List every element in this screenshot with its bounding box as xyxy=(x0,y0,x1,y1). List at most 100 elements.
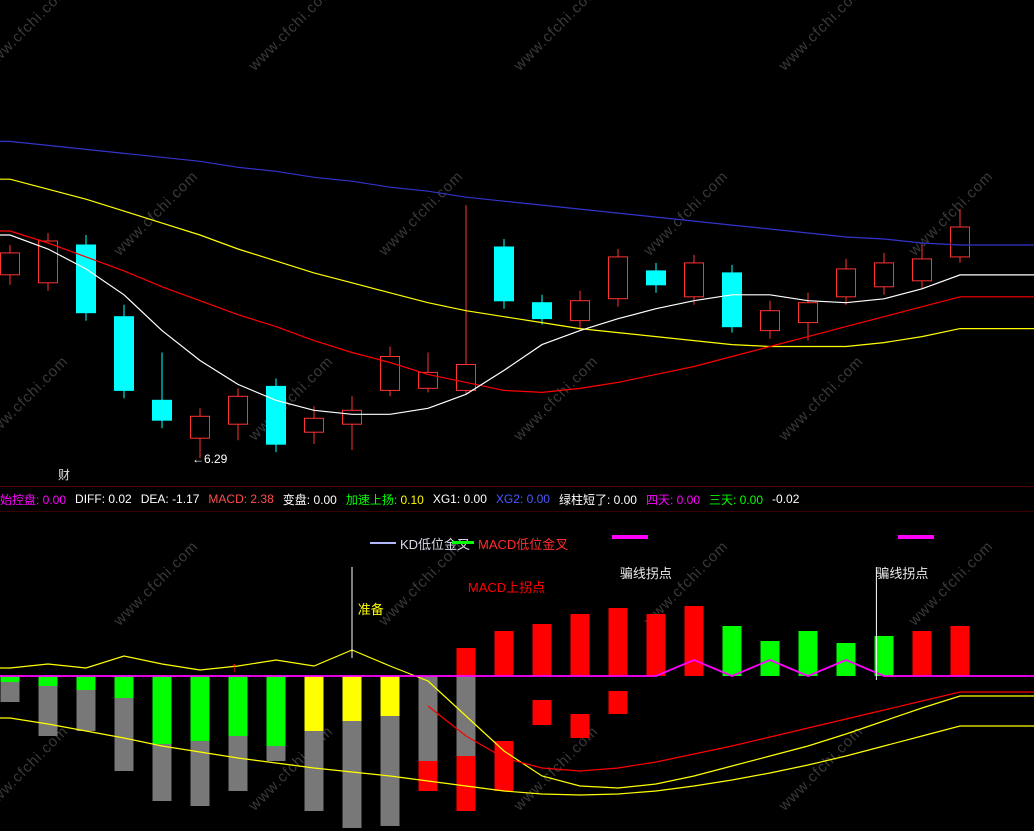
hist-bar-segment xyxy=(342,676,362,721)
status-item: XG1: 0.00 xyxy=(432,492,487,506)
hist-bar-segment xyxy=(608,691,628,714)
sub-chart-label: 准备 xyxy=(358,602,384,617)
candle-body xyxy=(38,240,58,284)
status-item: 始控盘: 0.00 xyxy=(0,492,67,507)
candle-body xyxy=(836,268,856,298)
panel-divider xyxy=(0,511,1034,512)
macd-legend-line xyxy=(452,541,474,544)
sub-line-red xyxy=(427,691,1034,772)
candle-body xyxy=(608,256,628,300)
hist-bar-segment xyxy=(342,721,362,828)
hist-bar-segment xyxy=(0,682,20,702)
candle-body xyxy=(114,316,134,391)
indicator-status-bar: 始控盘: 0.00 DIFF: 0.02 DEA: -1.17 MACD: 2.38 变… xyxy=(0,486,1034,511)
candle-body xyxy=(76,244,96,314)
ma-line-blue xyxy=(0,140,1034,246)
status-item: 四天: 0.00 xyxy=(645,492,700,507)
hist-bar xyxy=(608,608,628,676)
status-item: MACD: 2.38 xyxy=(208,492,274,506)
hist-bar xyxy=(912,631,932,676)
sub-chart-label: MACD上拐点 xyxy=(468,580,545,595)
hist-bar xyxy=(760,641,780,676)
hist-bar xyxy=(684,606,704,676)
sub-indicator-chart[interactable]: ↑ 准备 MACD上拐点 骗线拐点 骗线拐点 xyxy=(0,515,1034,831)
candle-body xyxy=(380,356,400,391)
sub-line-yellow_fast xyxy=(0,649,1034,789)
hist-bar-segment xyxy=(266,746,286,761)
status-item: 变盘: 0.00 xyxy=(282,492,337,507)
status-item: 加速上扬: 0.10 xyxy=(345,492,424,507)
hist-bar-segment xyxy=(38,686,58,736)
candle-body xyxy=(456,364,476,391)
magenta-dash xyxy=(612,535,648,539)
hist-bar-segment xyxy=(190,676,210,741)
status-items-row: 始控盘: 0.00 DIFF: 0.02 DEA: -1.17 MACD: 2.38 变… xyxy=(0,487,1034,511)
hist-bar-segment xyxy=(456,756,476,811)
hist-bar-segment xyxy=(114,698,134,771)
hist-bar-segment xyxy=(380,716,400,826)
sub-chart-legend: KD低位金叉 MACD低位金叉 xyxy=(0,533,1034,553)
hist-bar xyxy=(646,614,666,676)
candle-body xyxy=(760,310,780,332)
main-price-chart[interactable]: ←6.29 xyxy=(0,0,1034,478)
hist-bar-segment xyxy=(152,744,172,801)
hist-bar-segment xyxy=(418,676,438,761)
magenta-dash xyxy=(898,535,934,539)
hist-bar-segment xyxy=(76,690,96,731)
hist-bar-segment xyxy=(532,700,552,725)
status-item: 绿柱短了: 0.00 xyxy=(558,492,637,507)
candle-body xyxy=(950,226,970,258)
hist-bar-segment xyxy=(570,714,590,738)
kd-legend-label: KD低位金叉 xyxy=(400,537,471,552)
sub-chart-label: 骗线拐点 xyxy=(876,566,928,581)
hist-bar-segment xyxy=(418,761,438,791)
status-item: XG2: 0.00 xyxy=(495,492,550,506)
candle-body xyxy=(494,246,514,302)
status-item: 三天: 0.00 xyxy=(709,492,764,507)
indicator-corner-label: 财 xyxy=(58,468,71,482)
hist-bar-segment xyxy=(494,741,514,791)
hist-bar-segment xyxy=(0,676,20,682)
candle-body xyxy=(342,409,362,425)
hist-bar-segment xyxy=(304,731,324,811)
candle-body xyxy=(646,270,666,286)
candle-body xyxy=(418,371,438,389)
candle-body xyxy=(722,272,742,328)
up-arrow-marker: ↑ xyxy=(230,659,238,676)
candle-body xyxy=(684,262,704,298)
sub-line-magenta xyxy=(0,659,1034,677)
status-item: DIFF: 0.02 xyxy=(75,492,132,506)
candle-body xyxy=(570,300,590,322)
hist-bar-segment xyxy=(228,676,248,736)
candle-body xyxy=(266,385,286,445)
hist-bar xyxy=(494,631,514,676)
status-item: DEA: -1.17 xyxy=(140,492,200,506)
sub-line-yellow_slow xyxy=(0,717,1034,796)
candle-body xyxy=(0,252,20,276)
hist-bar-segment xyxy=(304,676,324,731)
hist-bar-segment xyxy=(190,741,210,806)
hist-bar xyxy=(874,636,894,676)
ma-line-red xyxy=(0,230,1034,394)
candle-body xyxy=(874,262,894,288)
hist-bar xyxy=(722,626,742,676)
candle-body xyxy=(304,417,324,433)
ma-line-white xyxy=(0,234,1034,415)
price-annotation: ←6.29 xyxy=(192,452,228,466)
ma-line-yellow xyxy=(0,178,1034,348)
hist-bar-segment xyxy=(152,676,172,744)
sub-chart-label: 骗线拐点 xyxy=(620,566,672,581)
hist-bar xyxy=(456,648,476,676)
hist-bar-segment xyxy=(76,676,96,690)
hist-bar-segment xyxy=(114,676,134,698)
hist-bar-segment xyxy=(228,736,248,791)
hist-bar xyxy=(798,631,818,676)
hist-bar-segment xyxy=(266,676,286,746)
candle-body xyxy=(912,258,932,282)
hist-bar-segment xyxy=(38,676,58,686)
candle-body xyxy=(798,302,818,324)
hist-bar xyxy=(570,614,590,676)
hist-bar xyxy=(950,626,970,676)
status-item: -0.02 xyxy=(772,492,800,506)
